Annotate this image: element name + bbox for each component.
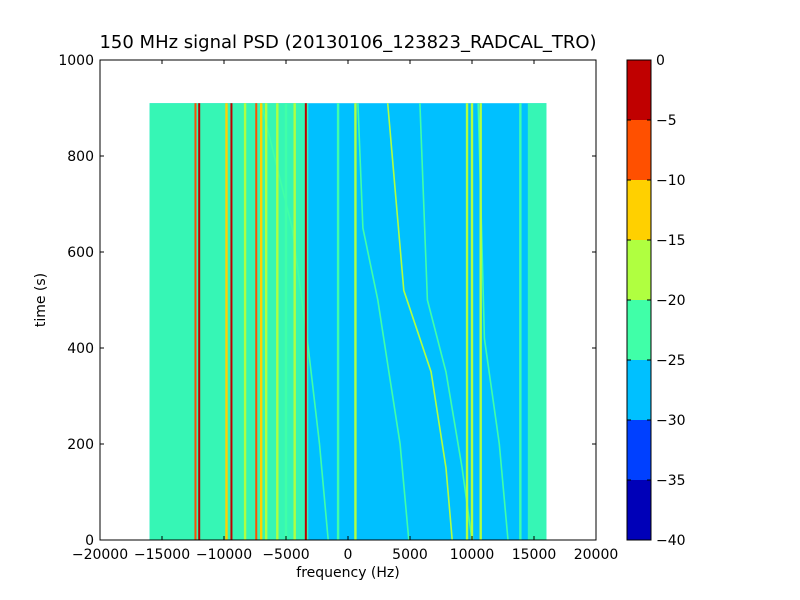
spectral-line [230, 103, 233, 540]
spectral-line [264, 103, 268, 540]
colorbar-tick-label: −5 [656, 113, 677, 129]
colorbar-tick-label: −40 [656, 533, 686, 549]
colorbar-segment [627, 60, 651, 120]
y-axis: 0 200 400 600 800 1000 [58, 53, 596, 549]
heatmap [149, 103, 547, 541]
colorbar-tick-label: 0 [656, 53, 665, 69]
heatmap-band [149, 103, 195, 540]
spectral-line [293, 103, 296, 540]
drifting-trace [419, 103, 473, 541]
x-tick-label: −20000 [72, 547, 128, 563]
colorbar-tick-label: −15 [656, 233, 686, 249]
heatmap-band [194, 103, 309, 540]
spectral-line [479, 103, 482, 540]
spectral-line [243, 103, 247, 540]
colorbar-segment [627, 360, 651, 420]
y-axis-label: time (s) [33, 273, 49, 327]
y-tick-label: 1000 [58, 53, 94, 69]
x-tick-label: 10000 [450, 547, 495, 563]
drifting-trace [357, 103, 410, 541]
colorbar-tick-label: −20 [656, 293, 686, 309]
colorbar-segment [627, 180, 651, 240]
spectral-line [255, 103, 258, 540]
y-tick-label: 800 [67, 149, 94, 165]
colorbar-segment [627, 480, 651, 540]
chart-title: 150 MHz signal PSD (20130106_123823_RADC… [99, 32, 596, 53]
spectral-line [519, 103, 522, 540]
spectral-line [304, 103, 307, 540]
y-tick-label: 0 [85, 533, 94, 549]
x-tick-label: 0 [344, 547, 353, 563]
spectral-line [470, 103, 474, 540]
x-tick-label: 15000 [512, 547, 557, 563]
colorbar-tick-label: −25 [656, 353, 686, 369]
spectral-line [284, 103, 288, 540]
x-tick-label: −5000 [262, 547, 309, 563]
drifting-trace [386, 103, 453, 541]
colorbar-segment [627, 420, 651, 480]
spectral-line [194, 103, 197, 540]
spectral-line [260, 103, 263, 540]
heatmap-band [527, 103, 547, 540]
colorbar-tick-label: −35 [656, 473, 686, 489]
spectral-line [225, 103, 228, 540]
y-tick-label: 200 [67, 437, 94, 453]
x-axis: −20000 −15000 −10000 −5000 0 5000 10000 15000 20… [72, 60, 618, 563]
x-tick-label: 5000 [392, 547, 428, 563]
x-tick-label: −10000 [196, 547, 252, 563]
spectral-line [276, 103, 279, 540]
spectral-line [354, 103, 357, 540]
colorbar-segment [627, 240, 651, 300]
x-axis-label: frequency (Hz) [296, 565, 399, 581]
colorbar-segment [627, 300, 651, 360]
spectral-line [465, 103, 469, 540]
colorbar-tick-label: −30 [656, 413, 686, 429]
colorbar-segment [627, 120, 651, 180]
x-tick-label: 20000 [574, 547, 619, 563]
spectral-line [198, 103, 201, 540]
y-tick-label: 400 [67, 341, 94, 357]
x-tick-label: −15000 [134, 547, 190, 563]
plot-area [99, 59, 597, 541]
colorbar: 0 −5 −10 −15 −20 −25 −30 −35 −40 [626, 53, 686, 549]
colorbar-tick-label: −10 [656, 173, 686, 189]
y-tick-label: 600 [67, 245, 94, 261]
spectral-line [336, 103, 340, 540]
drifting-trace [260, 103, 329, 541]
